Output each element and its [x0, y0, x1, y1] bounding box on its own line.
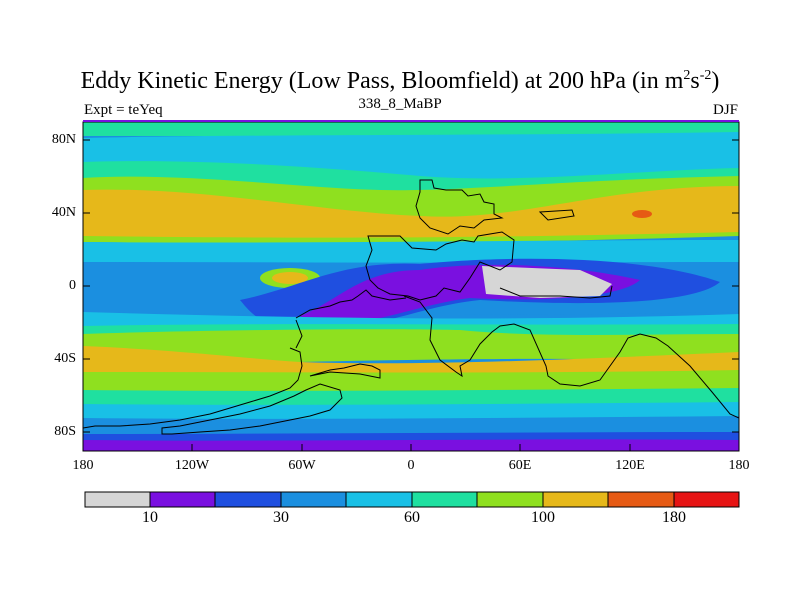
band-cyan-south2	[83, 402, 739, 422]
band-midblue-south	[83, 416, 739, 438]
y-tick-label-80S: 80S	[54, 424, 76, 439]
band-jet-north	[83, 186, 739, 238]
x-ticks	[82, 444, 740, 451]
band-polar-north	[83, 122, 739, 136]
y-tick-label-40N: 40N	[51, 205, 76, 220]
colorbar	[84, 491, 740, 508]
colorbar-box-1	[84, 491, 151, 508]
coastlines	[83, 179, 739, 435]
colorbar-label-180: 180	[662, 509, 686, 526]
colorbar-box-4	[280, 491, 347, 508]
x-tick-label-120E: 120E	[615, 458, 645, 473]
band-cyan-tropics	[83, 240, 739, 263]
region-min-gray	[482, 266, 612, 298]
x-tick-label-60W: 60W	[288, 458, 316, 473]
colorbar-label-60: 60	[404, 509, 420, 526]
colorbar-box-7	[476, 491, 544, 508]
experiment-label: Expt = teYeq	[84, 102, 163, 118]
plot-title: Eddy Kinetic Energy (Low Pass, Bloomfiel…	[80, 68, 720, 94]
colorbar-box-3	[214, 491, 282, 508]
colorbar-box-5	[345, 491, 413, 508]
colorbar-box-9	[607, 491, 675, 508]
band-jet-south	[83, 346, 739, 376]
y-ticks	[83, 139, 739, 433]
colorbar-label-10: 10	[142, 509, 158, 526]
contour-field	[83, 122, 739, 451]
x-tick-label-60E: 60E	[508, 458, 532, 473]
x-tick-label-0: 0	[407, 458, 415, 473]
jet-max-north	[632, 210, 652, 218]
colorbar-label-30: 30	[273, 509, 289, 526]
top-strip	[83, 120, 739, 122]
y-tick-label-40S: 40S	[54, 351, 76, 366]
colorbar-box-2	[149, 491, 216, 508]
yellow-blob	[272, 272, 308, 284]
x-tick-label-120W: 120W	[174, 458, 210, 473]
plot-subtitle: 338_8_MaBP	[358, 96, 442, 112]
y-tick-label-80N: 80N	[51, 132, 76, 147]
colorbar-box-8	[542, 491, 609, 508]
x-tick-label-180E: 180	[728, 458, 750, 473]
band-green-south2	[83, 370, 739, 393]
colorbar-box-10	[673, 491, 740, 508]
y-tick-label-0: 0	[69, 278, 76, 293]
colorbar-label-100: 100	[531, 509, 555, 526]
x-tick-label-180W: 180	[72, 458, 94, 473]
colorbar-box-6	[411, 491, 478, 508]
season-label: DJF	[712, 102, 738, 118]
